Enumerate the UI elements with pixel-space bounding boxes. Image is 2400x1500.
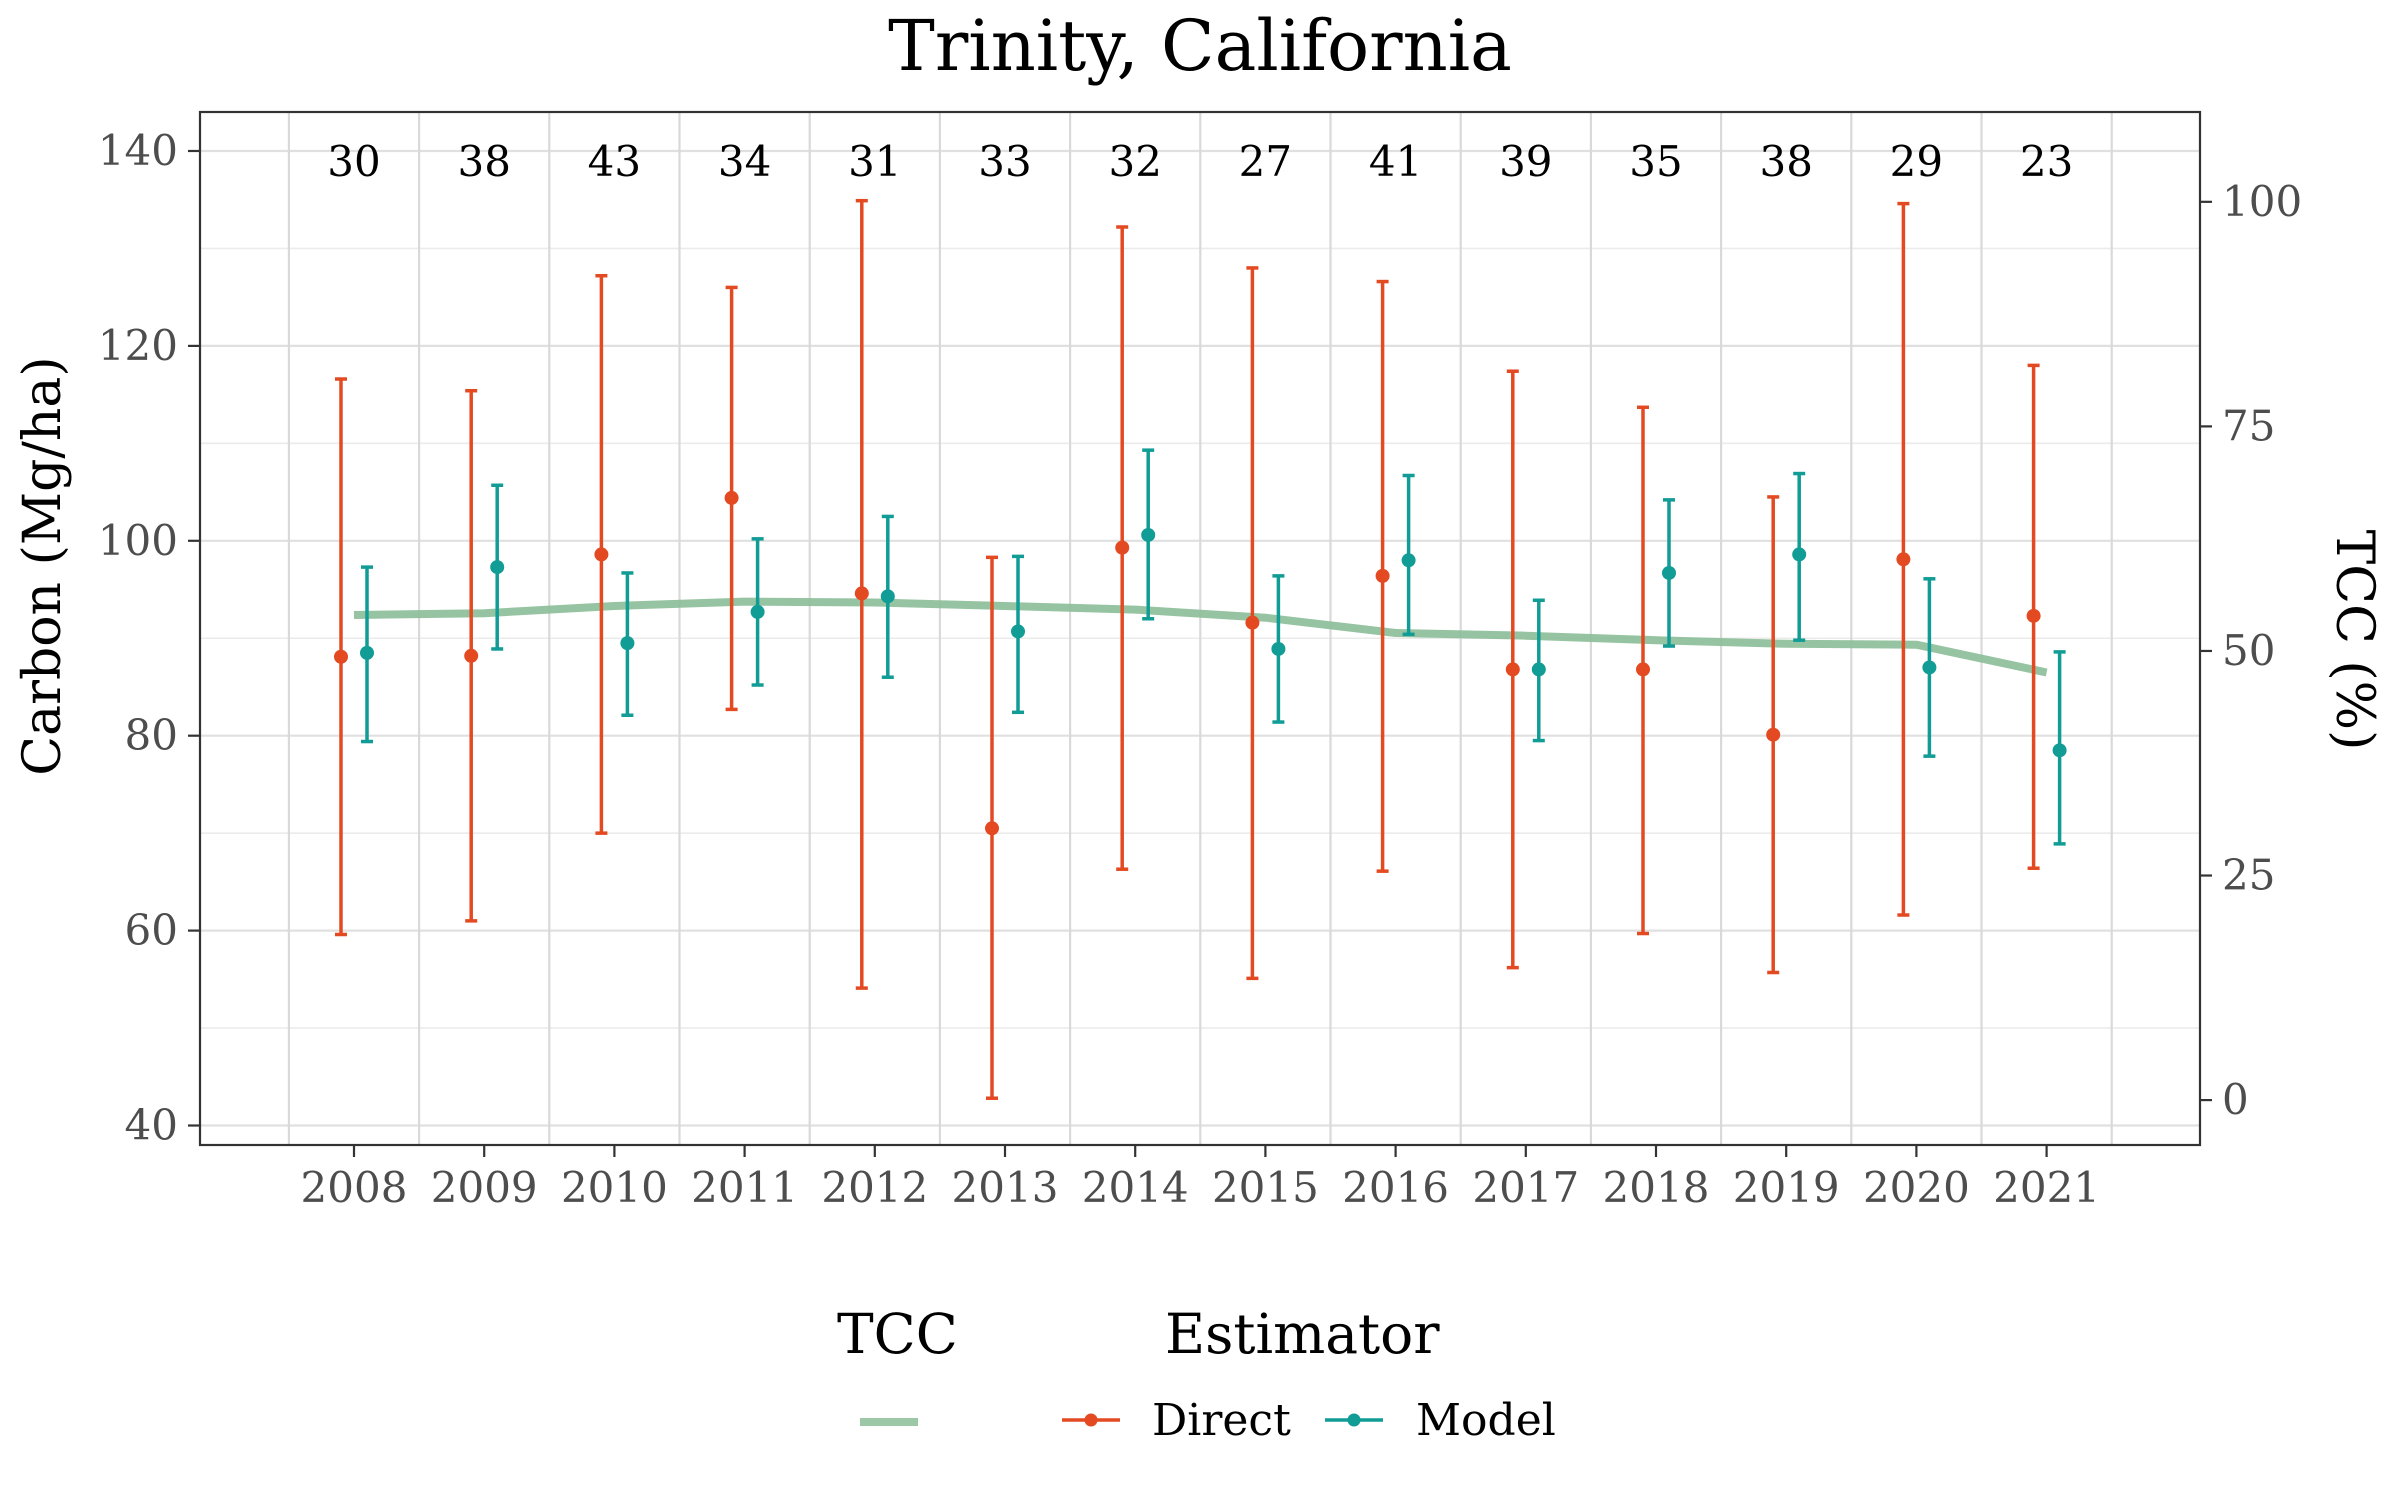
legend-title-estimator: Estimator: [1165, 1302, 1440, 1366]
grid: [200, 112, 2200, 1145]
x-tick-label: 2020: [1863, 1163, 1970, 1212]
point-direct: [985, 821, 999, 836]
tcc-line-layer: [353, 597, 2048, 677]
point-direct: [2026, 608, 2041, 623]
y-axis-title: Carbon (Mg/ha): [13, 356, 73, 775]
point-direct: [594, 547, 609, 562]
point-model: [1922, 660, 1937, 675]
point-model: [620, 636, 635, 651]
point-direct: [1115, 540, 1130, 555]
point-direct: [1636, 662, 1650, 677]
plot-panel: [198, 110, 2202, 1147]
point-direct: [334, 649, 348, 664]
x-tick-label: 2010: [561, 1163, 668, 1212]
x-tick-label: 2019: [1733, 1163, 1840, 1212]
legend-label-model: Model: [1416, 1395, 1556, 1446]
point-model: [1271, 641, 1286, 656]
point-direct: [724, 490, 739, 505]
y2-axis-title: TCC (%): [2324, 530, 2384, 751]
point-model: [1792, 547, 1807, 562]
x-tick-label: 2018: [1603, 1163, 1710, 1212]
y2-tick-label: 100: [2222, 177, 2302, 226]
point-model: [1401, 553, 1416, 568]
x-tick-label: 2021: [1993, 1163, 2100, 1212]
count-label: 33: [978, 137, 1031, 186]
count-labels: 30 38 43 34 31 33 32 27 41 39 35 38 29 23: [327, 137, 2073, 186]
x-tick-label: 2011: [691, 1163, 798, 1212]
y2-tick-label: 50: [2222, 626, 2275, 675]
count-label: 30: [327, 137, 380, 186]
point-model: [360, 645, 374, 660]
point-direct: [854, 586, 869, 601]
y-axis-right: 0 25 50 75 100: [2200, 177, 2302, 1124]
y-tick-label: 40: [125, 1101, 178, 1150]
point-direct: [1896, 552, 1911, 567]
legend-label-direct: Direct: [1152, 1395, 1291, 1446]
y2-tick-label: 75: [2222, 401, 2275, 450]
x-axis: 2008 2009 2010 2011 2012 2013 2014 2015 2016 2017…: [301, 1145, 2100, 1212]
point-direct: [1505, 662, 1520, 677]
x-tick-label: 2016: [1342, 1163, 1449, 1212]
count-label: 38: [457, 137, 510, 186]
legend-title-tcc: TCC: [837, 1302, 958, 1366]
y2-tick-label: 25: [2222, 851, 2275, 900]
point-model: [1141, 527, 1156, 542]
x-tick-label: 2008: [301, 1163, 408, 1212]
x-tick-label: 2009: [431, 1163, 538, 1212]
x-tick-label: 2017: [1472, 1163, 1579, 1212]
count-label: 23: [2020, 137, 2073, 186]
series-model: [360, 448, 2067, 846]
legend: TCC Estimator Direct Model: [837, 1302, 1556, 1446]
count-label: 43: [588, 137, 641, 186]
legend-item-direct: Direct: [1062, 1395, 1291, 1446]
y-tick-label: 120: [98, 321, 178, 370]
y-tick-label: 60: [125, 906, 178, 955]
x-tick-label: 2013: [952, 1163, 1059, 1212]
chart-title: Trinity, California: [888, 5, 1512, 87]
legend-key-model-point: [1347, 1413, 1361, 1427]
y2-tick-label: 0: [2222, 1075, 2249, 1124]
count-label: 29: [1890, 137, 1943, 186]
point-model: [1531, 662, 1546, 677]
y-tick-label: 100: [98, 516, 178, 565]
y-axis-left: 40 60 80 100 120 140: [98, 126, 200, 1150]
point-model: [1662, 565, 1676, 580]
count-label: 39: [1499, 137, 1552, 186]
series-direct: [334, 198, 2041, 1100]
point-model: [490, 560, 505, 575]
legend-key-direct-point: [1084, 1413, 1098, 1427]
x-tick-label: 2014: [1082, 1163, 1189, 1212]
y-tick-label: 140: [98, 126, 178, 175]
x-tick-label: 2015: [1212, 1163, 1319, 1212]
point-direct: [464, 648, 479, 663]
point-model: [750, 604, 765, 619]
point-model: [1011, 624, 1025, 639]
count-label: 32: [1108, 137, 1161, 186]
count-label: 38: [1759, 137, 1812, 186]
tcc-line: [353, 597, 2048, 677]
legend-item-model: Model: [1325, 1395, 1556, 1446]
count-label: 35: [1629, 137, 1682, 186]
point-direct: [1766, 727, 1781, 742]
x-tick-label: 2012: [821, 1163, 928, 1212]
count-label: 31: [848, 137, 901, 186]
count-label: 34: [718, 137, 771, 186]
point-model: [2052, 743, 2067, 758]
count-label: 27: [1239, 137, 1292, 186]
errorbar-layer: [334, 198, 2067, 1100]
count-label: 41: [1369, 137, 1422, 186]
point-direct: [1375, 568, 1390, 583]
point-direct: [1245, 615, 1260, 630]
y-tick-label: 80: [125, 711, 178, 760]
point-model: [880, 589, 895, 604]
